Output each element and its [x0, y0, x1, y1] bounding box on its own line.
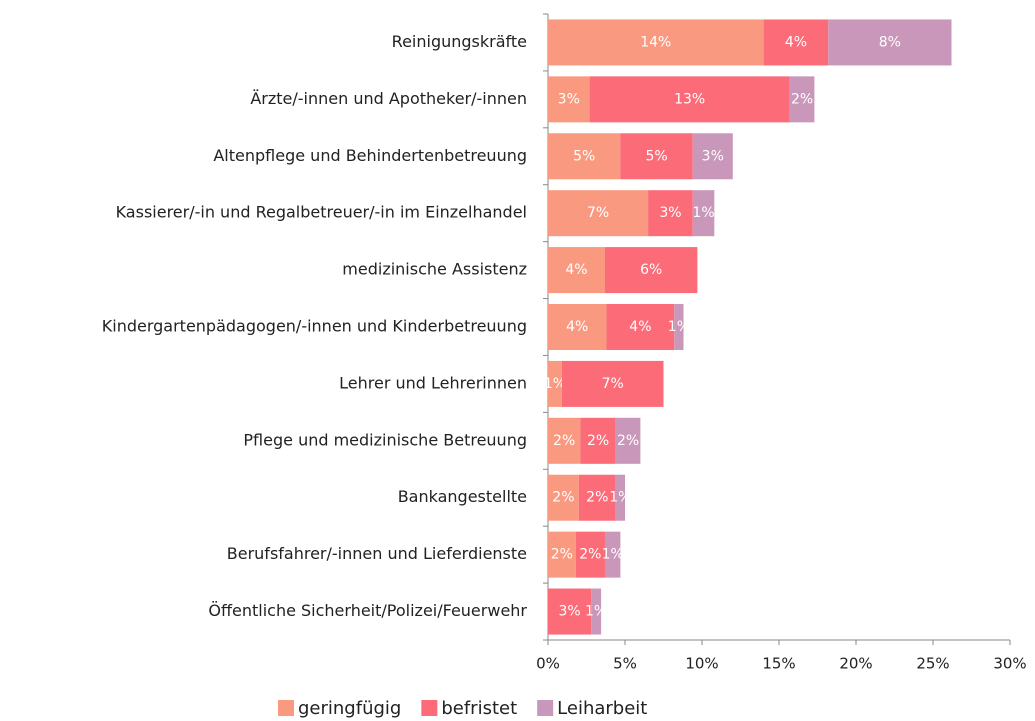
bar-segment [692, 190, 715, 237]
legend-label: befristet [441, 698, 517, 719]
bar-segment [548, 247, 605, 294]
bar-segment [548, 133, 621, 180]
value-label: 8% [879, 34, 901, 50]
bar-segment [548, 417, 581, 464]
category-label: Berufsfahrer/-innen und Lieferdienste [227, 544, 527, 563]
value-label: 5% [645, 148, 667, 164]
x-tick-label: 10% [685, 655, 718, 673]
value-label: 4% [565, 262, 587, 278]
bar-segment [604, 531, 621, 578]
category-label: Altenpflege und Behindertenbetreuung [213, 146, 527, 165]
value-label: 2% [586, 490, 608, 506]
value-label: 3% [558, 91, 580, 107]
value-label: 4% [566, 319, 588, 335]
x-tick-label: 20% [839, 655, 872, 673]
value-label: 1% [585, 604, 607, 620]
bar-segment [589, 76, 790, 123]
x-tick-label: 25% [916, 655, 949, 673]
x-tick-label: 15% [762, 655, 795, 673]
category-label: Reinigungskräfte [392, 32, 527, 51]
value-label: 7% [587, 205, 609, 221]
value-label: 2% [553, 433, 575, 449]
value-label: 1% [668, 319, 690, 335]
value-label: 3% [702, 148, 724, 164]
legend-label: geringfügig [298, 698, 401, 719]
value-label: 3% [558, 604, 580, 620]
bar-segment [648, 190, 693, 237]
x-tick-label: 30% [993, 655, 1026, 673]
value-label: 1% [602, 547, 624, 563]
value-label: 2% [617, 433, 639, 449]
legend-label: Leiharbeit [557, 698, 647, 719]
value-label: 2% [791, 91, 813, 107]
value-label: 1% [609, 490, 631, 506]
bar-segment [674, 304, 684, 350]
bar-segment [606, 304, 675, 350]
bar-segment [763, 19, 829, 66]
value-label: 1% [692, 205, 714, 221]
category-label: Ärzte/-innen und Apotheker/-innen [250, 89, 527, 108]
category-label: Öffentliche Sicherheit/Polizei/Feuerwehr [208, 601, 527, 620]
value-label: 2% [552, 490, 574, 506]
value-label: 2% [551, 547, 573, 563]
bar-segment [548, 190, 649, 237]
legend-swatch [278, 700, 294, 716]
value-label: 7% [602, 376, 624, 392]
category-label: Lehrer und Lehrerinnen [339, 373, 527, 392]
x-tick-label: 0% [536, 655, 560, 673]
value-label: 13% [674, 91, 705, 107]
bar-segment [615, 474, 625, 521]
value-label: 14% [640, 34, 671, 50]
bar-segment [789, 76, 815, 123]
bar-segment [548, 76, 590, 123]
legend-swatch [537, 700, 554, 716]
x-tick-label: 5% [613, 655, 637, 673]
category-label: Kassierer/-in und Regalbetreuer/-in im E… [116, 203, 527, 222]
bar-segment [548, 531, 576, 578]
category-label: Pflege und medizinische Betreuung [243, 430, 527, 449]
value-label: 2% [579, 547, 601, 563]
bar-segment [828, 19, 952, 66]
category-label: Bankangestellte [398, 487, 527, 506]
bar-segment [548, 360, 562, 407]
category-label: Kindergartenpädagogen/-innen und Kinderb… [102, 317, 527, 336]
bar-segment [620, 133, 693, 180]
bar-segment [578, 474, 616, 521]
legend-swatch [421, 700, 438, 716]
bar-segment [561, 360, 664, 407]
bar-segment [575, 531, 605, 578]
bar-segment [591, 588, 602, 635]
value-label: 3% [659, 205, 681, 221]
bar-segment [604, 247, 698, 294]
value-label: 6% [640, 262, 662, 278]
bar-segment [548, 304, 607, 350]
bar-segment [548, 474, 579, 521]
category-label: medizinische Assistenz [342, 260, 527, 279]
bar-segment [615, 417, 641, 464]
bar-segment [548, 19, 764, 66]
value-label: 2% [587, 433, 609, 449]
value-label: 1% [544, 376, 566, 392]
bar-segment [580, 417, 616, 464]
value-label: 5% [573, 148, 595, 164]
bar-segment [692, 133, 733, 180]
value-label: 4% [629, 319, 651, 335]
value-label: 4% [785, 34, 807, 50]
bar-segment [548, 588, 592, 635]
